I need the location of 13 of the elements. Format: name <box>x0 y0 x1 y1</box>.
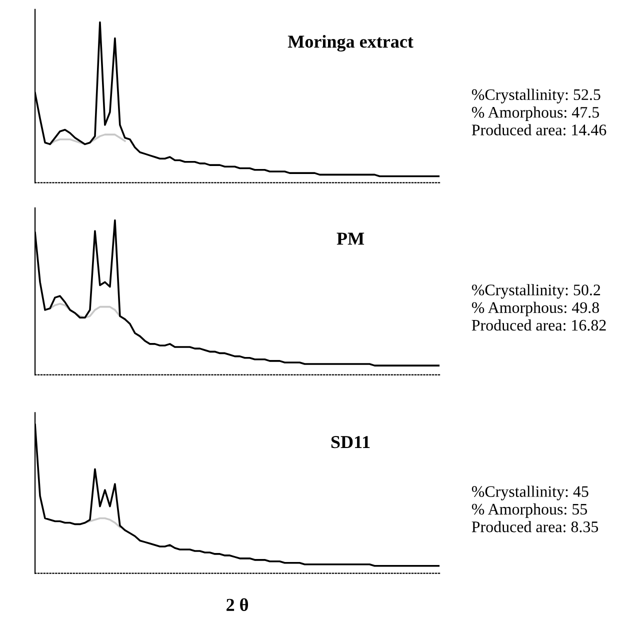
text: %Crystallinity: 52.5 <box>472 88 600 104</box>
x-axis-title: 2 θ <box>226 598 248 612</box>
text: Moringa extract <box>288 35 414 52</box>
text: % Amorphous: 49.8 <box>472 302 599 316</box>
text: PM <box>336 232 364 245</box>
chart-title: SD11 <box>331 436 370 448</box>
text: %Crystallinity: 45 <box>472 486 588 500</box>
text: Produced area: 14.46 <box>472 124 606 136</box>
text: %Crystallinity: 50.2 <box>472 284 600 299</box>
text: Produced area: 8.35 <box>472 521 598 532</box>
text: % Amorphous: 47.5 <box>472 106 599 121</box>
text: % Amorphous: 55 <box>472 503 587 518</box>
text: Produced area: 16.82 <box>472 319 606 331</box>
